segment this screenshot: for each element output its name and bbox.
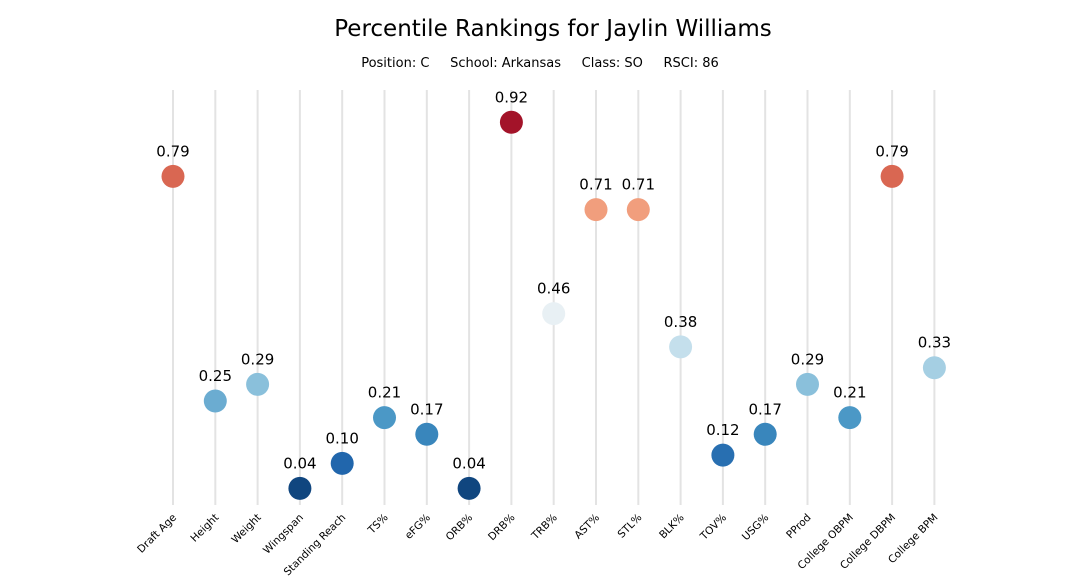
value-label-college-dbpm: 0.79 [875, 142, 908, 160]
value-label-trb-pct: 0.46 [537, 280, 570, 298]
tick-label-usg-pct: USG% [740, 512, 771, 543]
tick-label-height: Height [188, 512, 221, 545]
value-label-wingspan: 0.04 [283, 454, 316, 472]
value-label-drb-pct: 0.92 [495, 88, 528, 106]
chart-subtitle: Position: C School: Arkansas Class: SO R… [361, 56, 719, 71]
data-point-college-obpm [838, 406, 862, 430]
data-point-draft-age [161, 164, 185, 188]
value-label-blk-pct: 0.38 [664, 313, 697, 331]
value-label-college-bpm: 0.33 [918, 334, 951, 352]
tick-label-ts-pct: TS% [365, 512, 391, 538]
value-label-college-obpm: 0.21 [833, 384, 866, 402]
value-label-efg-pct: 0.17 [410, 400, 443, 418]
label-layer: 0.79 0.25 0.29 0.04 0.10 0.21 0.17 0.04 0.92 0.46… [156, 88, 951, 472]
tick-label-ast-pct: AST% [572, 512, 602, 542]
value-label-pprod: 0.29 [791, 350, 824, 368]
data-point-tov-pct [711, 443, 735, 467]
tick-label-stl-pct: STL% [615, 512, 644, 541]
data-point-drb-pct [499, 110, 523, 134]
value-label-standing-reach: 0.10 [325, 429, 358, 447]
data-point-wingspan [288, 476, 312, 500]
tick-label-drb-pct: DRB% [486, 512, 518, 544]
data-point-height [203, 389, 227, 413]
data-point-standing-reach [330, 451, 354, 475]
value-label-height: 0.25 [199, 367, 232, 385]
tick-label-wingspan: Wingspan [261, 512, 306, 557]
value-label-orb-pct: 0.04 [452, 454, 485, 472]
data-point-usg-pct [753, 422, 777, 446]
data-point-efg-pct [415, 422, 439, 446]
tick-label-trb-pct: TRB% [529, 512, 560, 543]
data-point-weight [246, 372, 270, 396]
data-point-trb-pct [542, 302, 566, 326]
value-label-stl-pct: 0.71 [622, 176, 655, 194]
data-point-college-dbpm [880, 164, 904, 188]
data-point-pprod [796, 372, 819, 396]
value-label-draft-age: 0.79 [156, 142, 189, 160]
chart-title: Percentile Rankings for Jaylin Williams [334, 16, 772, 42]
value-label-ts-pct: 0.21 [368, 384, 401, 402]
tick-label-pprod: PProd [784, 512, 813, 541]
tick-label-tov-pct: TOV% [697, 512, 729, 544]
data-point-stl-pct [626, 198, 650, 222]
value-label-usg-pct: 0.17 [748, 400, 781, 418]
data-point-orb-pct [457, 476, 481, 500]
data-point-blk-pct [669, 335, 693, 359]
value-label-ast-pct: 0.71 [579, 176, 612, 194]
value-label-tov-pct: 0.12 [706, 421, 739, 439]
tick-label-orb-pct: ORB% [444, 512, 476, 544]
point-layer [161, 110, 946, 500]
tick-label-blk-pct: BLK% [657, 512, 687, 542]
tick-label-efg-pct: eFG% [403, 512, 433, 542]
data-point-ts-pct [373, 406, 396, 430]
data-point-college-bpm [922, 356, 946, 380]
data-point-ast-pct [584, 198, 608, 222]
value-label-weight: 0.29 [241, 350, 274, 368]
tick-label-draft-age: Draft Age [135, 512, 179, 556]
tick-label-weight: Weight [229, 512, 263, 546]
